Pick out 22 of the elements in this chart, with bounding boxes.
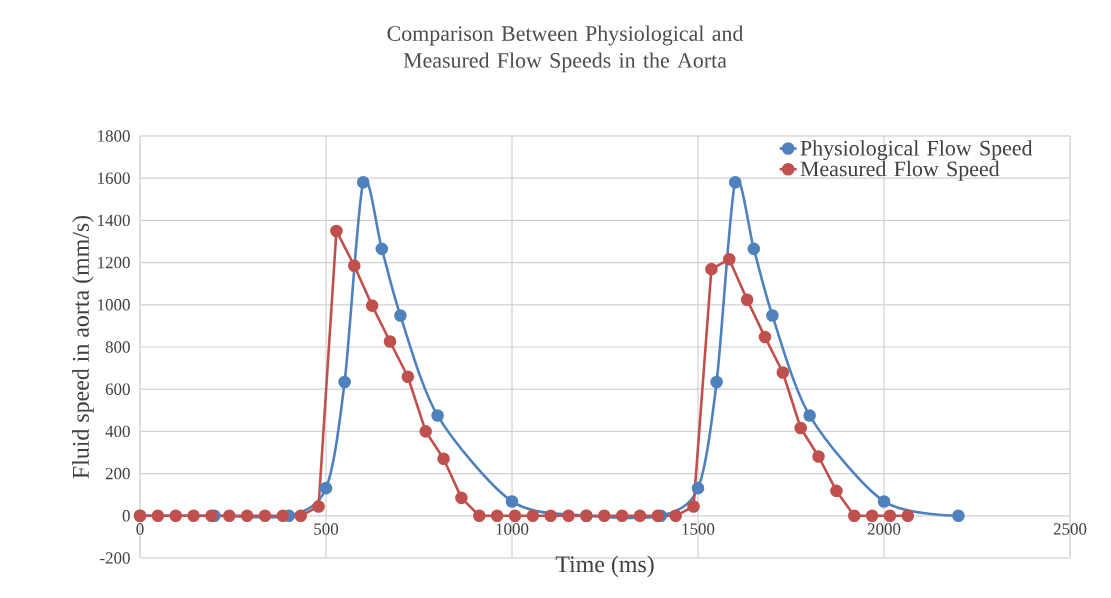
- y-tick-label: 1800: [98, 130, 130, 142]
- y-tick-label: 1200: [98, 256, 130, 269]
- y-tick-label: 1600: [98, 172, 130, 184]
- x-tick-label: 2500: [1053, 523, 1087, 535]
- x-tick-label: 500: [314, 523, 339, 535]
- y-tick-label: 0: [122, 510, 130, 522]
- y-tick-label: 600: [105, 383, 130, 395]
- y-tick-label: 1000: [98, 299, 130, 311]
- y-tick-label: -200: [100, 552, 130, 564]
- chart-title: Comparison Between Physiological and Measured Flow Speeds in the Aorta: [387, 25, 744, 73]
- y-tick-label: 200: [105, 467, 130, 480]
- y-axis-title: Fluid speed in aorta (mm/s): [72, 215, 94, 479]
- x-tick-label: 1500: [682, 523, 715, 535]
- y-tick-label: 800: [105, 341, 130, 353]
- x-axis-title: Time (ms): [555, 555, 654, 578]
- legend-label: Physiological Flow Speed: [800, 140, 1033, 161]
- x-tick-label: 2000: [867, 523, 901, 535]
- x-tick-label: 1000: [496, 523, 529, 535]
- x-tick-label: 0: [136, 523, 144, 535]
- y-tick-label: 1400: [98, 214, 130, 227]
- legend-label: Measured Flow Speed: [800, 160, 1000, 181]
- y-tick-label: 400: [105, 425, 130, 438]
